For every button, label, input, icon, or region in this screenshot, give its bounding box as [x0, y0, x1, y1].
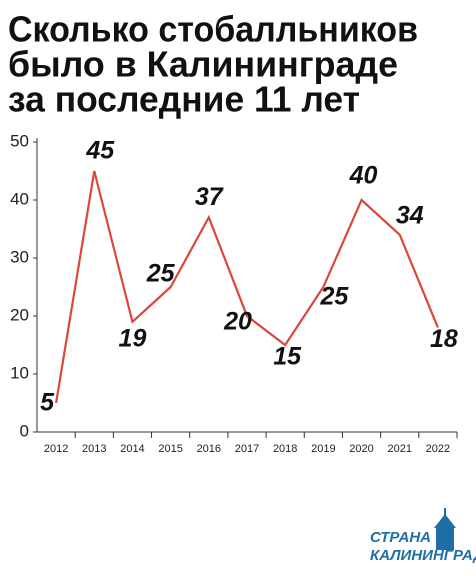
- x-tick-label: 2018: [273, 443, 297, 455]
- x-tick-label: 2013: [82, 443, 106, 455]
- logo-text: КАЛИНИНГРАД: [370, 547, 476, 564]
- chart-title: было в Калининграде: [8, 44, 398, 85]
- data-label: 25: [319, 283, 349, 311]
- data-label: 40: [349, 162, 378, 190]
- data-label: 37: [195, 183, 224, 211]
- x-tick-label: 2022: [426, 443, 450, 455]
- data-label: 25: [146, 260, 176, 288]
- logo-text: СТРАНА: [370, 529, 431, 546]
- data-label: 34: [396, 201, 424, 229]
- chart-title: Сколько стобалльников: [8, 9, 418, 50]
- y-tick-label: 50: [10, 131, 29, 150]
- y-tick-label: 30: [10, 247, 29, 266]
- y-tick-label: 40: [10, 189, 29, 208]
- data-label: 18: [430, 325, 458, 353]
- y-tick-label: 20: [10, 305, 29, 324]
- x-tick-label: 2015: [158, 443, 182, 455]
- x-tick-label: 2021: [387, 443, 411, 455]
- x-tick-label: 2014: [120, 443, 144, 455]
- data-label: 15: [273, 343, 302, 371]
- data-label: 45: [85, 137, 115, 165]
- chart-title: за последние 11 лет: [8, 79, 360, 120]
- data-line: [55, 170, 439, 404]
- data-label: 5: [40, 389, 55, 417]
- y-tick-label: 0: [20, 421, 29, 440]
- logo-icon: [434, 508, 456, 550]
- data-label: 19: [119, 324, 147, 352]
- x-tick-label: 2019: [311, 443, 335, 455]
- x-tick-label: 2012: [44, 443, 68, 455]
- data-label: 20: [223, 308, 252, 336]
- x-tick-label: 2016: [197, 443, 221, 455]
- x-tick-label: 2017: [235, 443, 259, 455]
- y-tick-label: 10: [10, 363, 29, 382]
- x-tick-label: 2020: [349, 443, 373, 455]
